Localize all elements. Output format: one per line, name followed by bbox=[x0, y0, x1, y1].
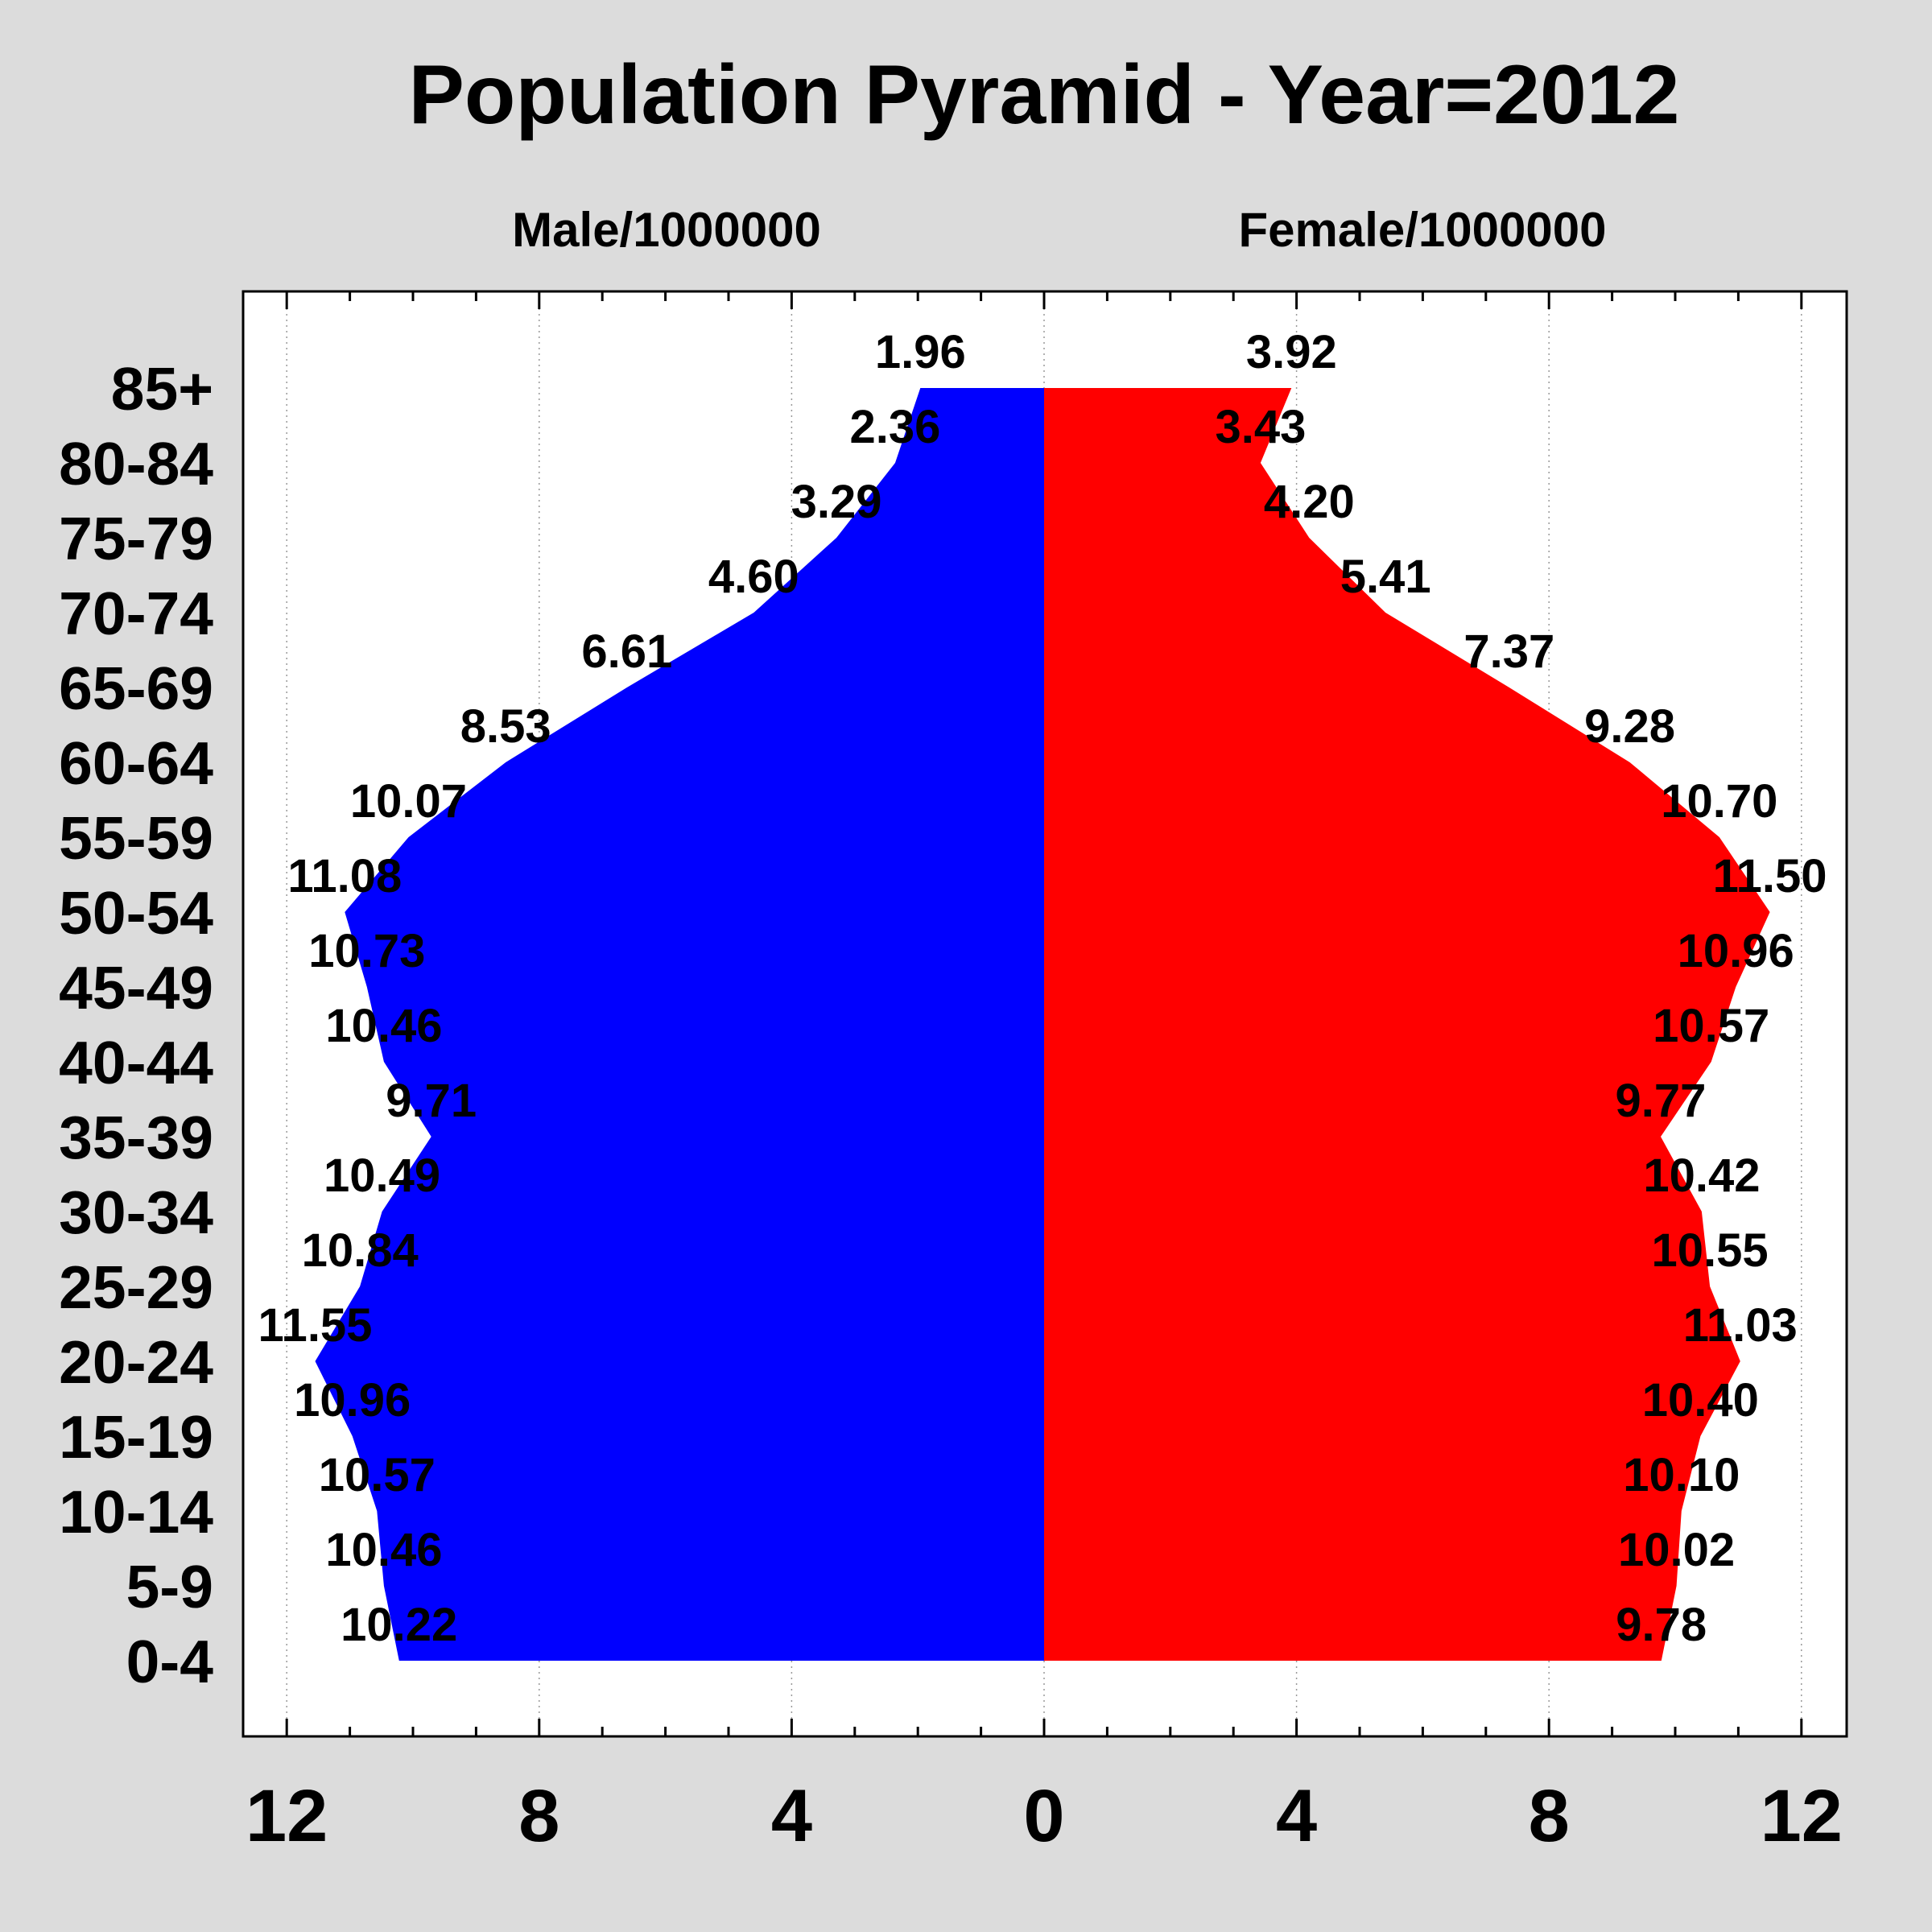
x-tick-labels: 12 8 4 0 4 8 12 bbox=[246, 1775, 1843, 1857]
chart-title: Population Pyramid - Year=2012 bbox=[409, 48, 1680, 142]
category-label: 10-14 bbox=[59, 1478, 213, 1546]
male-series-label: Male/1000000 bbox=[512, 203, 821, 257]
male-data-label: 1.96 bbox=[875, 326, 966, 378]
male-data-label: 10.57 bbox=[319, 1449, 436, 1501]
male-data-label: 10.46 bbox=[325, 1000, 442, 1052]
male-data-label: 2.36 bbox=[850, 401, 941, 453]
male-data-label: 10.96 bbox=[294, 1374, 411, 1426]
category-label: 45-49 bbox=[59, 954, 213, 1022]
x-tick-label: 4 bbox=[1276, 1775, 1317, 1857]
female-data-label: 5.41 bbox=[1340, 551, 1431, 603]
category-label: 20-24 bbox=[59, 1328, 213, 1396]
data-labels: 10.22 9.78 10.46 10.02 10.57 10.10 10.96 10.40 1… bbox=[258, 326, 1827, 1651]
male-data-label: 6.61 bbox=[581, 625, 672, 678]
female-data-label: 10.02 bbox=[1618, 1524, 1735, 1576]
female-series-area bbox=[1044, 388, 1770, 1661]
male-data-label: 10.84 bbox=[302, 1224, 419, 1277]
male-data-label: 9.71 bbox=[386, 1075, 477, 1127]
female-data-label: 9.77 bbox=[1616, 1075, 1707, 1127]
axis-ticks bbox=[285, 291, 1803, 1736]
female-data-label: 4.20 bbox=[1264, 476, 1355, 528]
male-data-label: 10.22 bbox=[341, 1599, 457, 1651]
female-data-label: 3.92 bbox=[1246, 326, 1337, 378]
male-data-label: 10.46 bbox=[325, 1524, 442, 1576]
female-data-label: 10.70 bbox=[1661, 775, 1777, 828]
category-label: 35-39 bbox=[59, 1104, 213, 1171]
female-data-label: 10.96 bbox=[1678, 925, 1794, 977]
category-label: 55-59 bbox=[59, 804, 213, 872]
x-tick-label: 8 bbox=[1529, 1775, 1570, 1857]
category-label: 60-64 bbox=[59, 729, 213, 797]
category-label: 85+ bbox=[111, 355, 213, 423]
male-data-label: 10.73 bbox=[308, 925, 425, 977]
male-data-label: 4.60 bbox=[708, 551, 799, 603]
female-series-label: Female/1000000 bbox=[1238, 203, 1606, 257]
category-labels: 0-4 5-9 10-14 15-19 20-24 25-29 30-34 35-39 40-4… bbox=[59, 355, 213, 1695]
category-label: 50-54 bbox=[59, 879, 213, 947]
category-label: 15-19 bbox=[59, 1403, 213, 1471]
x-tick-label: 0 bbox=[1023, 1775, 1064, 1857]
male-data-label: 10.49 bbox=[324, 1150, 440, 1202]
category-label: 5-9 bbox=[126, 1553, 213, 1620]
category-label: 70-74 bbox=[59, 580, 213, 647]
x-tick-label: 12 bbox=[246, 1775, 328, 1857]
x-tick-label: 4 bbox=[771, 1775, 812, 1857]
female-data-label: 10.40 bbox=[1642, 1374, 1759, 1426]
category-label: 40-44 bbox=[59, 1029, 213, 1096]
category-label: 30-34 bbox=[59, 1179, 213, 1246]
male-data-label: 11.08 bbox=[287, 850, 402, 902]
male-series-area bbox=[315, 388, 1044, 1661]
category-label: 75-79 bbox=[59, 505, 213, 572]
x-tick-label: 12 bbox=[1761, 1775, 1843, 1857]
category-label: 0-4 bbox=[126, 1628, 214, 1695]
male-data-label: 3.29 bbox=[791, 476, 882, 528]
x-tick-label: 8 bbox=[518, 1775, 559, 1857]
category-label: 65-69 bbox=[59, 654, 213, 722]
female-data-label: 10.42 bbox=[1643, 1150, 1760, 1202]
female-data-label: 10.55 bbox=[1652, 1224, 1769, 1277]
female-data-label: 11.50 bbox=[1713, 850, 1827, 902]
category-label: 25-29 bbox=[59, 1253, 213, 1321]
category-label: 80-84 bbox=[59, 430, 213, 497]
female-data-label: 10.57 bbox=[1653, 1000, 1769, 1052]
male-data-label: 10.07 bbox=[350, 775, 467, 828]
female-data-label: 3.43 bbox=[1215, 401, 1306, 453]
male-data-label: 8.53 bbox=[460, 700, 551, 753]
female-data-label: 10.10 bbox=[1623, 1449, 1740, 1501]
female-data-label: 9.78 bbox=[1616, 1599, 1707, 1651]
female-data-label: 9.28 bbox=[1584, 700, 1675, 753]
male-data-label: 11.55 bbox=[258, 1299, 373, 1352]
female-data-label: 11.03 bbox=[1683, 1299, 1798, 1352]
female-data-label: 7.37 bbox=[1463, 625, 1554, 678]
